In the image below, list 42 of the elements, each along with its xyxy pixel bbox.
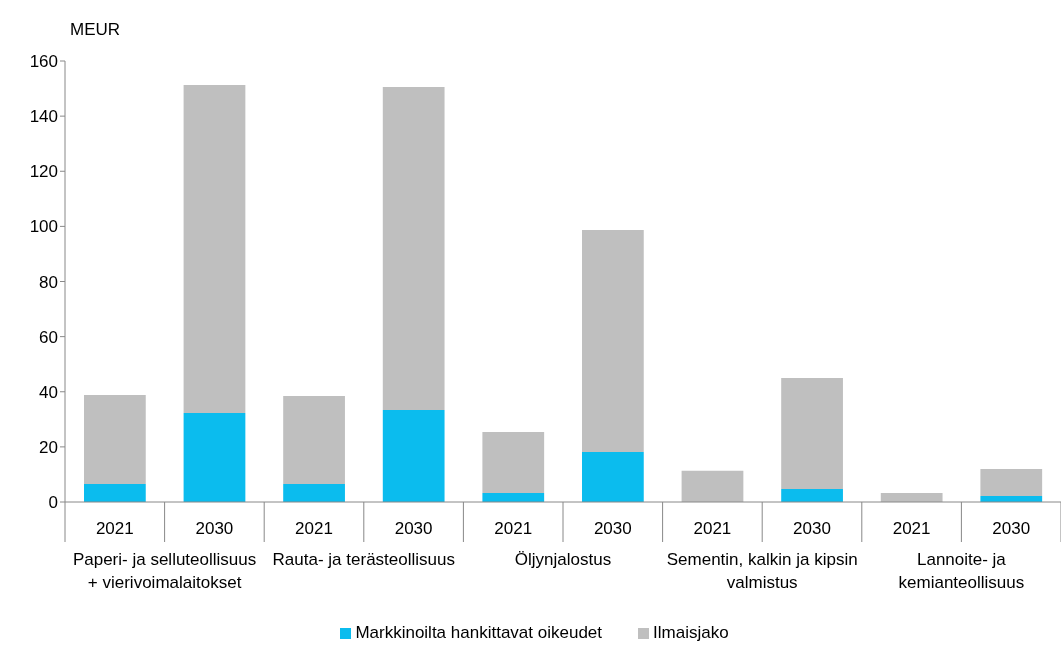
text: Rauta- ja terästeollisuus — [271, 549, 456, 571]
bar — [582, 452, 644, 502]
y-tick-label: 160 — [29, 52, 58, 72]
bar — [84, 484, 146, 502]
text: Lannoite- ja kemianteollisuus — [897, 549, 1026, 594]
x-tick-label: 2021 — [892, 519, 931, 538]
x-tick-label: 2030 — [992, 519, 1031, 538]
bar — [382, 409, 445, 502]
x-tick-label: 2030 — [394, 519, 433, 538]
bar — [283, 484, 345, 502]
y-tick-label: 20 — [39, 437, 58, 457]
bar — [183, 84, 246, 413]
bar — [84, 395, 146, 485]
x-tick-label: 2021 — [494, 519, 533, 538]
y-tick-label: 40 — [39, 382, 58, 402]
bar — [980, 468, 1043, 496]
y-tick-label: 60 — [39, 327, 58, 347]
text: Öljynjalostus — [513, 549, 613, 571]
text: Sementin, kalkin ja kipsin valmistus — [666, 549, 858, 594]
y-axis-title: MEUR — [70, 20, 121, 40]
y-tick-label: 0 — [48, 493, 58, 513]
y-tick-label: 80 — [39, 272, 58, 292]
text: Paperi- ja selluteollisuus + vierivoimalaitokset — [71, 549, 258, 594]
legend-label: Ilmaisjako — [652, 623, 729, 643]
x-tick-label: 2030 — [195, 519, 234, 538]
bar — [781, 377, 843, 490]
y-tick-label: 120 — [29, 162, 58, 182]
bar — [681, 470, 744, 502]
bar — [781, 489, 843, 502]
y-tick-label: 140 — [29, 107, 58, 127]
x-tick-label: 2021 — [95, 519, 134, 538]
bar — [283, 395, 345, 485]
bar — [482, 431, 545, 493]
y-tick-label: 100 — [29, 217, 58, 237]
x-tick-label: 2030 — [593, 519, 632, 538]
x-tick-label: 2021 — [693, 519, 732, 538]
bar — [183, 412, 246, 502]
bar — [382, 86, 445, 410]
x-tick-label: 2021 — [295, 519, 333, 538]
legend-label: Markkinoilta hankittavat oikeudet — [354, 623, 603, 643]
x-tick-label: 2030 — [793, 519, 831, 538]
bar — [582, 229, 644, 453]
